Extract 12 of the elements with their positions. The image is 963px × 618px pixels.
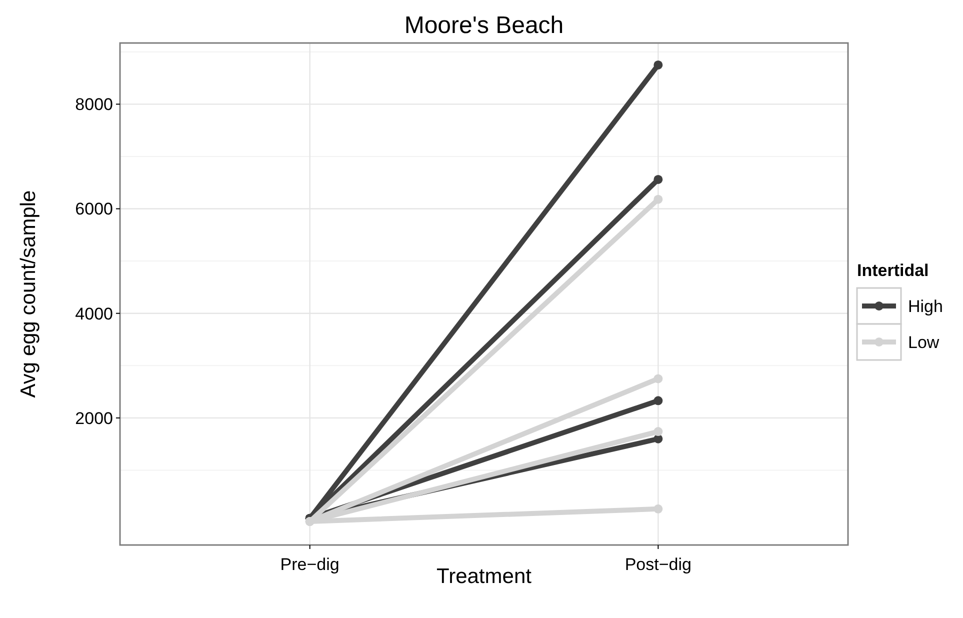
y-tick-label: 2000 <box>75 408 113 428</box>
chart-title: Moore's Beach <box>404 12 564 39</box>
legend-label: High <box>908 296 943 316</box>
y-tick-label: 4000 <box>75 304 113 324</box>
y-tick-label: 6000 <box>75 200 113 219</box>
x-tick-label: Post−dig <box>624 555 692 574</box>
x-axis-title: Treatment <box>436 565 532 588</box>
x-tick-label: Pre−dig <box>280 555 340 574</box>
legend-title: Intertidal <box>857 261 929 280</box>
y-tick-label: 8000 <box>75 95 113 114</box>
legend-label: Low <box>908 332 940 352</box>
y-axis-title: Avg egg count/sample <box>17 190 40 398</box>
